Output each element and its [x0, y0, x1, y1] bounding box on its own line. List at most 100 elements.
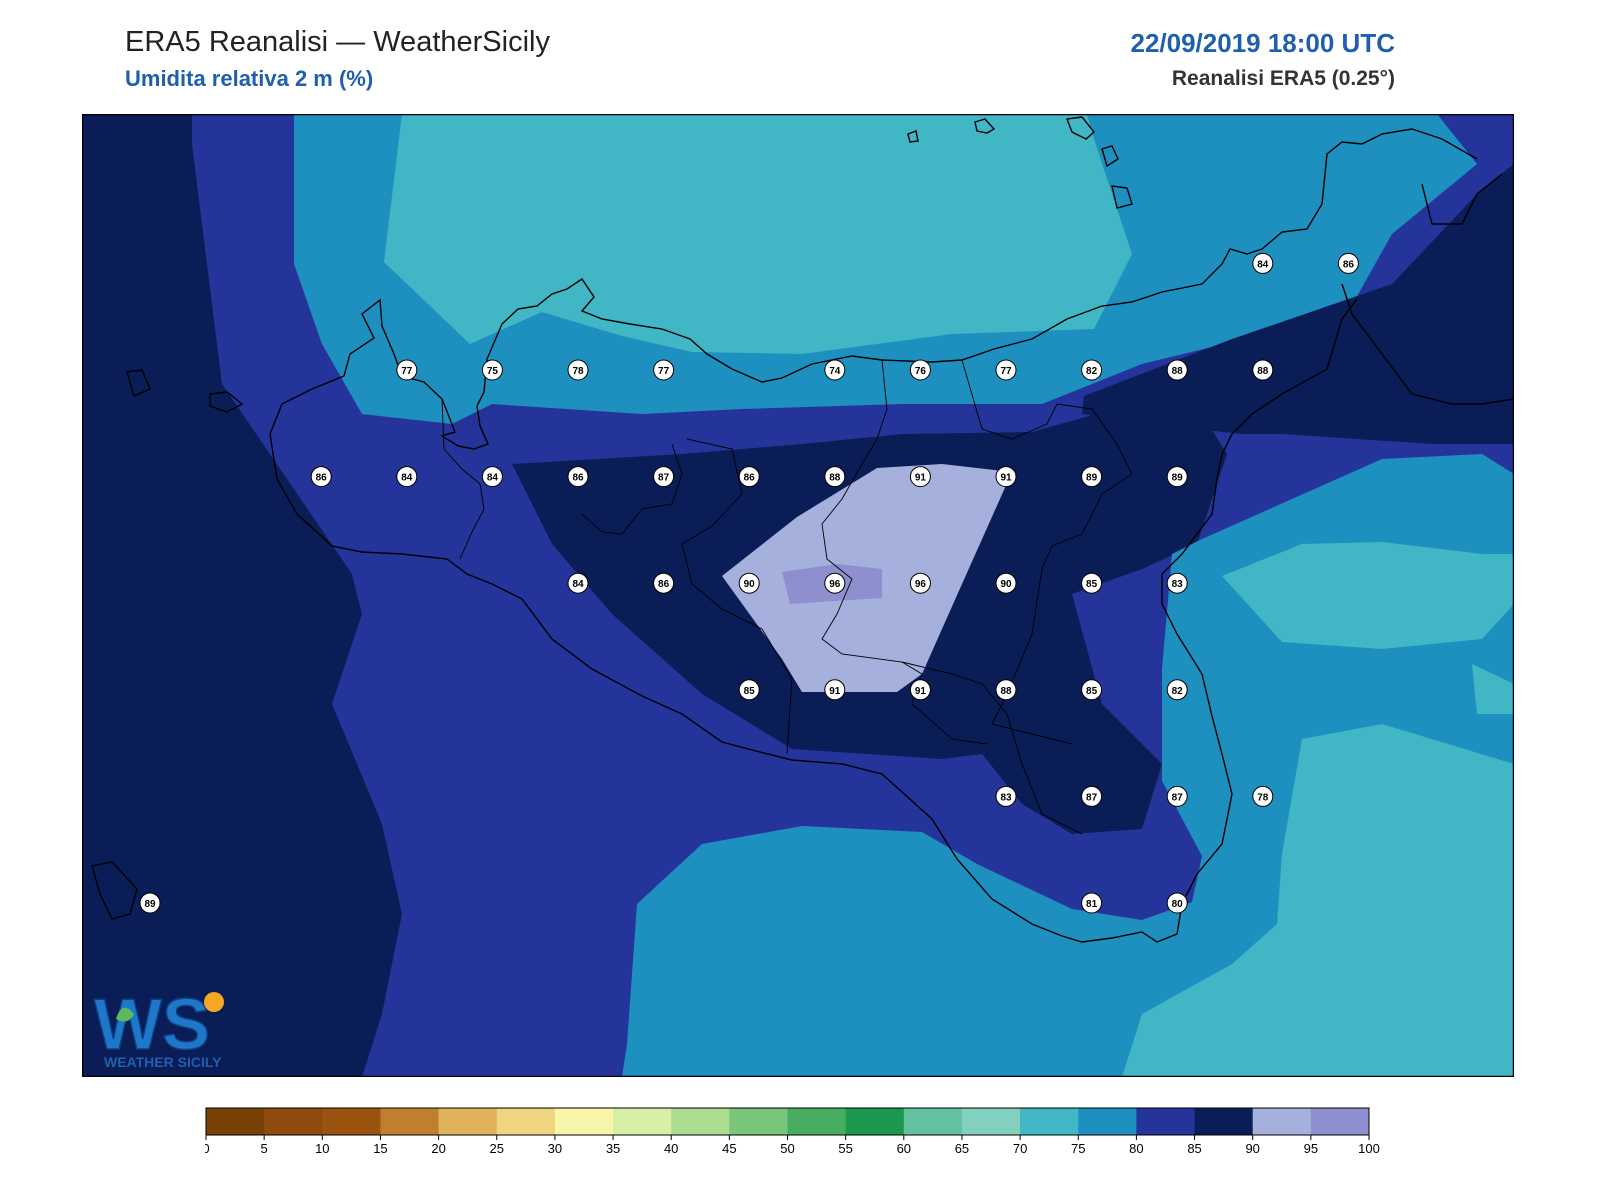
colorbar-cell-13	[961, 1108, 1021, 1135]
humidity-map: 77 75 78 77 74 76 77 82 88 88 84 86 86 84 84 86 87 86 88 91…	[82, 114, 1514, 1077]
station-value-2: 78	[567, 359, 589, 381]
station-marker	[139, 892, 161, 914]
station-value-label: 78	[1257, 792, 1269, 803]
station-marker	[995, 359, 1017, 381]
station-value-label: 86	[658, 579, 670, 590]
filled-contours	[82, 114, 1514, 1077]
colorbar-cell-8	[671, 1108, 730, 1135]
border-trapani-palermo	[441, 398, 485, 560]
station-marker	[995, 785, 1017, 807]
station-value-22: 89	[1166, 466, 1188, 488]
island-pantelleria	[91, 861, 138, 920]
station-marker	[1252, 785, 1274, 807]
station-marker	[653, 466, 675, 488]
border-ragusa-siracusa	[901, 661, 1083, 835]
sun-icon	[204, 992, 224, 1012]
island-salina	[1066, 116, 1095, 140]
colorbar-cell-6	[554, 1108, 614, 1135]
station-value-21: 89	[1081, 466, 1103, 488]
station-value-label: 75	[487, 366, 499, 377]
station-marker	[1081, 892, 1103, 914]
colorbar-tick-label: 65	[955, 1141, 969, 1156]
colorbar-tick-label: 80	[1129, 1141, 1143, 1156]
weathersicily-logo: WS WEATHER SICILY	[93, 984, 224, 1070]
station-value-30: 83	[1166, 572, 1188, 594]
station-value-1: 75	[481, 359, 503, 381]
station-value-label: 91	[829, 686, 841, 697]
colorbar-tick-label: 10	[315, 1141, 329, 1156]
station-value-label: 82	[1172, 686, 1184, 697]
station-marker	[738, 679, 760, 701]
station-value-label: 88	[1257, 366, 1269, 377]
station-marker	[481, 359, 503, 381]
station-value-label: 88	[829, 473, 841, 484]
station-value-8: 88	[1166, 359, 1188, 381]
station-value-13: 84	[396, 466, 418, 488]
colorbar-cell-0	[206, 1108, 265, 1135]
station-marker	[567, 466, 589, 488]
station-marker	[567, 359, 589, 381]
station-value-12: 86	[310, 466, 332, 488]
island-ustica	[907, 130, 919, 143]
station-value-25: 90	[738, 572, 760, 594]
station-value-label: 86	[1343, 259, 1355, 270]
station-value-label: 89	[1172, 473, 1184, 484]
colorbar-tick-label: 25	[490, 1141, 504, 1156]
station-value-label: 76	[915, 366, 927, 377]
station-value-label: 90	[744, 579, 756, 590]
station-value-38: 87	[1081, 785, 1103, 807]
station-marker	[1166, 892, 1188, 914]
station-value-32: 91	[824, 679, 846, 701]
station-marker	[1166, 359, 1188, 381]
colorbar-cell-16	[1136, 1108, 1196, 1135]
colorbar-cell-17	[1194, 1108, 1254, 1135]
station-value-20: 91	[995, 466, 1017, 488]
station-value-43: 89	[139, 892, 161, 914]
station-marker	[653, 572, 675, 594]
colorbar-cells	[206, 1108, 1370, 1135]
colorbar-tick-label: 15	[373, 1141, 387, 1156]
station-value-10: 84	[1252, 252, 1274, 274]
station-marker	[396, 359, 418, 381]
station-marker	[995, 466, 1017, 488]
station-value-label: 84	[1257, 259, 1269, 270]
colorbar-cell-9	[729, 1108, 788, 1135]
station-value-0: 77	[396, 359, 418, 381]
station-value-label: 86	[572, 473, 584, 484]
station-value-18: 88	[824, 466, 846, 488]
station-marker	[738, 466, 760, 488]
colorbar-tick-label: 75	[1071, 1141, 1085, 1156]
colorbar-cell-5	[496, 1108, 556, 1135]
station-value-label: 86	[744, 473, 756, 484]
coastline-calabria-upper	[1421, 173, 1503, 225]
border-palermo-west	[581, 443, 683, 535]
station-marker	[909, 679, 931, 701]
colorbar-tick-label: 20	[431, 1141, 445, 1156]
station-value-40: 78	[1252, 785, 1274, 807]
island-favignana	[209, 391, 244, 413]
station-value-labels: 77 75 78 77 74 76 77 82 88 88 84 86 86 84 84 86 87 86 88 91…	[139, 252, 1359, 914]
logo-letters: WS	[94, 985, 210, 1065]
station-value-label: 89	[144, 899, 156, 910]
valid-datetime: 22/09/2019 18:00 UTC	[1130, 28, 1395, 58]
station-value-28: 90	[995, 572, 1017, 594]
island-vulcano	[1111, 185, 1133, 209]
station-value-31: 85	[738, 679, 760, 701]
station-value-9: 88	[1252, 359, 1274, 381]
station-marker	[738, 572, 760, 594]
logo-text: WEATHER SICILY	[104, 1054, 222, 1070]
band-85-90-west	[82, 114, 402, 1077]
station-value-4: 74	[824, 359, 846, 381]
station-value-label: 91	[915, 686, 927, 697]
station-value-label: 77	[1000, 366, 1012, 377]
band-70-75-north	[384, 114, 1132, 354]
colorbar-tick-label: 40	[664, 1141, 678, 1156]
colorbar-tick-label: 60	[897, 1141, 911, 1156]
station-value-label: 77	[401, 366, 413, 377]
station-marker	[1081, 572, 1103, 594]
station-value-37: 83	[995, 785, 1017, 807]
colorbar-tick-label: 90	[1245, 1141, 1259, 1156]
border-enna-catania	[961, 359, 1133, 745]
station-value-label: 83	[1000, 792, 1012, 803]
colorbar-cell-3	[380, 1108, 440, 1135]
